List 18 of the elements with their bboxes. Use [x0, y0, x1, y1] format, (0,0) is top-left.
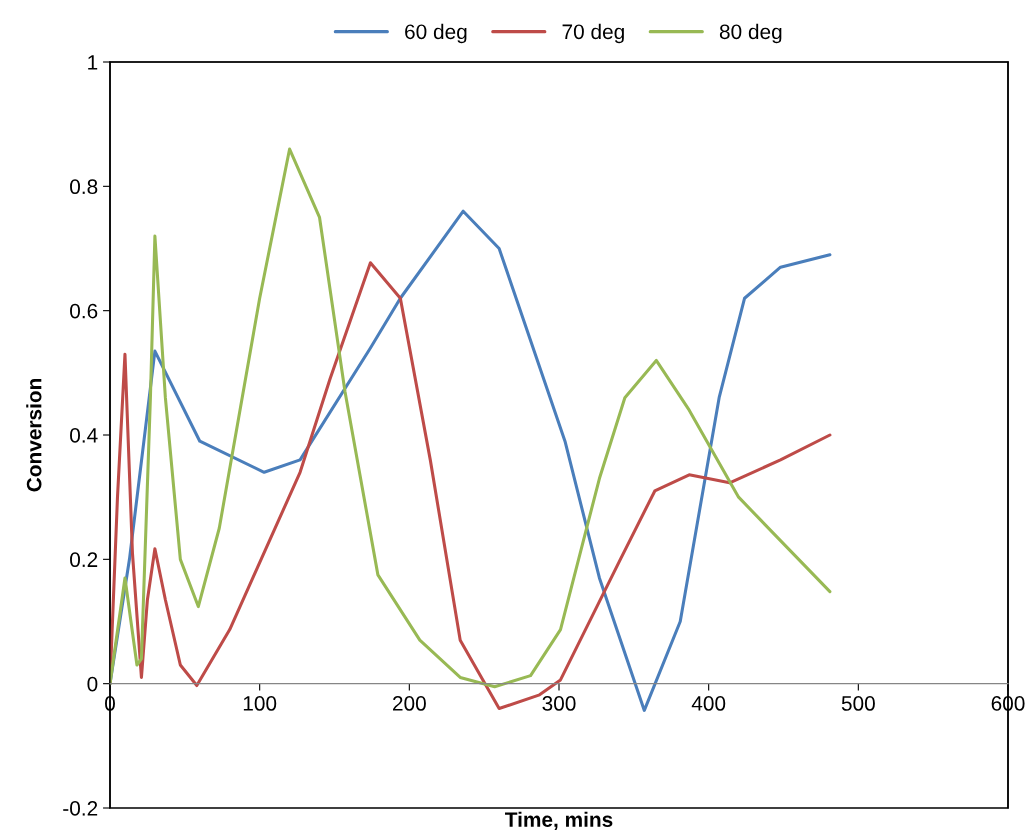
- y-tick-label: 0.4: [70, 428, 98, 443]
- x-tick-label: 200: [393, 696, 426, 711]
- y-tick-label: 0.6: [70, 303, 98, 319]
- y-tick-label: 0.2: [70, 552, 98, 568]
- y-axis-title: Conversion: [26, 378, 42, 492]
- x-tick-label: 100: [243, 696, 277, 711]
- y-tick-label: 0.8: [70, 179, 98, 195]
- legend-label: 80 deg: [719, 23, 782, 44]
- x-tick-label: 400: [691, 696, 726, 711]
- x-tick-label: 300: [542, 696, 576, 711]
- x-axis-title: Time, mins: [505, 811, 613, 831]
- x-tick-label: 500: [841, 696, 875, 711]
- legend-label: 60 deg: [405, 23, 467, 44]
- y-tick-label: 0: [87, 676, 98, 692]
- legend-label: 70 deg: [562, 23, 624, 44]
- line-series: [110, 147, 832, 689]
- y-tick-label: -0.2: [63, 801, 98, 816]
- y-tick-label: 1: [88, 55, 98, 70]
